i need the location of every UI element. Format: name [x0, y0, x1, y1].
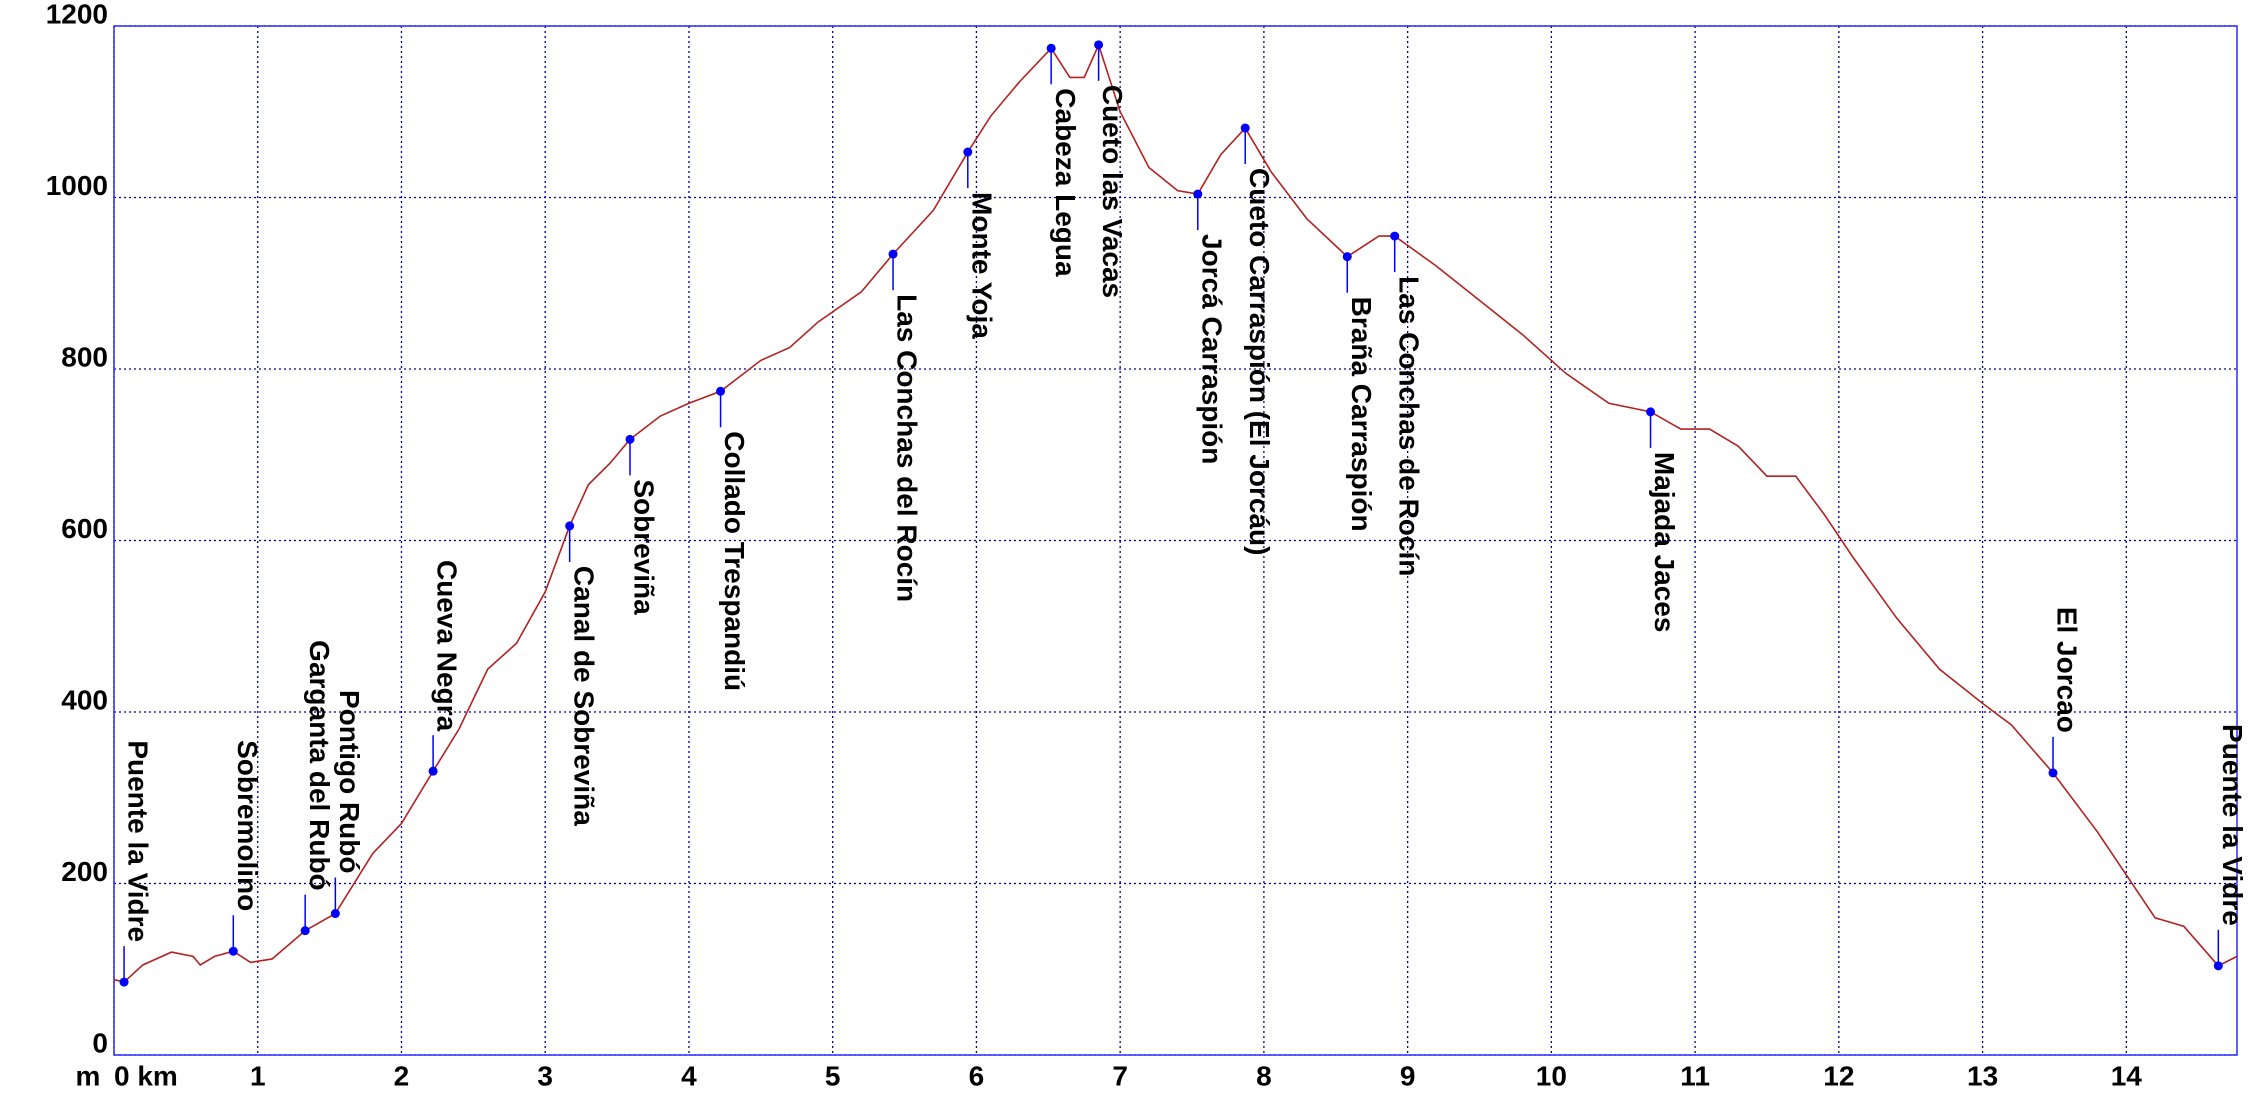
y-tick-label: 200 — [61, 856, 108, 887]
waypoint-label: Pontigo Rubó — [334, 690, 365, 874]
x-tick-label: 5 — [825, 1060, 841, 1091]
x-tick-label: 8 — [1256, 1060, 1272, 1091]
waypoint-marker — [300, 926, 310, 936]
waypoint-marker — [330, 909, 340, 919]
x-tick-label: 10 — [1536, 1060, 1567, 1091]
x-tick-label: 2 — [394, 1060, 410, 1091]
x-tick-label: 9 — [1400, 1060, 1416, 1091]
waypoint-label: Majada Jaces — [1649, 452, 1680, 633]
waypoint-marker — [888, 249, 898, 259]
waypoint-marker — [1390, 231, 1400, 241]
waypoint-marker — [2213, 961, 2223, 971]
waypoint-label: Monte Yoja — [966, 192, 997, 339]
waypoint-label: Cueto Carraspión (El Jorcáu) — [1244, 168, 1275, 555]
waypoint-label: Cueva Negra — [432, 560, 463, 732]
x-tick-label: 6 — [969, 1060, 985, 1091]
waypoint-label: Las Conchas de Rocín — [1393, 276, 1424, 576]
waypoint-marker — [1046, 43, 1056, 53]
x-tick-label: 7 — [1112, 1060, 1128, 1091]
waypoint-label: Collado Trespandiú — [719, 431, 750, 691]
waypoint-label: Cueto las Vacas — [1097, 85, 1128, 298]
waypoint-marker — [1646, 407, 1656, 417]
waypoint-marker — [963, 147, 973, 157]
waypoint-marker — [1193, 189, 1203, 199]
x-tick-label: 0 km — [114, 1060, 178, 1091]
waypoint-marker — [1094, 40, 1104, 50]
x-tick-label: 3 — [537, 1060, 553, 1091]
waypoint-label: Sobremolino — [232, 740, 263, 911]
waypoint-label: Las Conchas del Rocín — [892, 294, 923, 602]
waypoint-label: Braña Carraspión — [1346, 297, 1377, 532]
waypoint-marker — [428, 766, 438, 776]
y-axis-unit: m — [76, 1060, 101, 1091]
x-tick-label: 4 — [681, 1060, 697, 1091]
x-tick-label: 12 — [1823, 1060, 1854, 1091]
x-tick-label: 11 — [1680, 1060, 1710, 1091]
waypoint-label: Puente la Vidre — [123, 740, 154, 942]
y-tick-label: 1000 — [46, 170, 108, 201]
plot-frame — [113, 25, 2238, 1056]
waypoint-label: Jorcá Carraspión — [1196, 234, 1227, 464]
x-tick-label: 1 — [250, 1060, 266, 1091]
waypoint-marker — [1240, 123, 1250, 133]
waypoint-marker — [1342, 252, 1352, 262]
waypoint-marker — [119, 977, 129, 987]
waypoint-label: Canal de Sobreviña — [568, 566, 599, 826]
y-tick-label: 0 — [92, 1027, 108, 1058]
waypoint-label: El Jorcao — [2052, 607, 2083, 733]
waypoint-label: Puente la Vidre — [2217, 724, 2248, 926]
waypoint-marker — [228, 946, 238, 956]
waypoint-label: Sobreviña — [629, 479, 660, 615]
waypoint-marker — [625, 434, 635, 444]
waypoint-label: Cabeza Legua — [1050, 88, 1081, 277]
y-tick-label: 800 — [61, 341, 108, 372]
waypoint-marker — [565, 521, 575, 531]
x-tick-label: 13 — [1967, 1060, 1998, 1091]
x-tick-label: 14 — [2111, 1060, 2143, 1091]
y-tick-label: 400 — [61, 684, 108, 715]
y-tick-label: 1200 — [46, 0, 108, 29]
y-tick-label: 600 — [61, 513, 108, 544]
elevation-line — [113, 42, 2238, 983]
waypoint-label: Garganta del Rubó — [304, 640, 335, 890]
waypoint-marker — [2048, 768, 2058, 778]
waypoint-marker — [716, 386, 726, 396]
